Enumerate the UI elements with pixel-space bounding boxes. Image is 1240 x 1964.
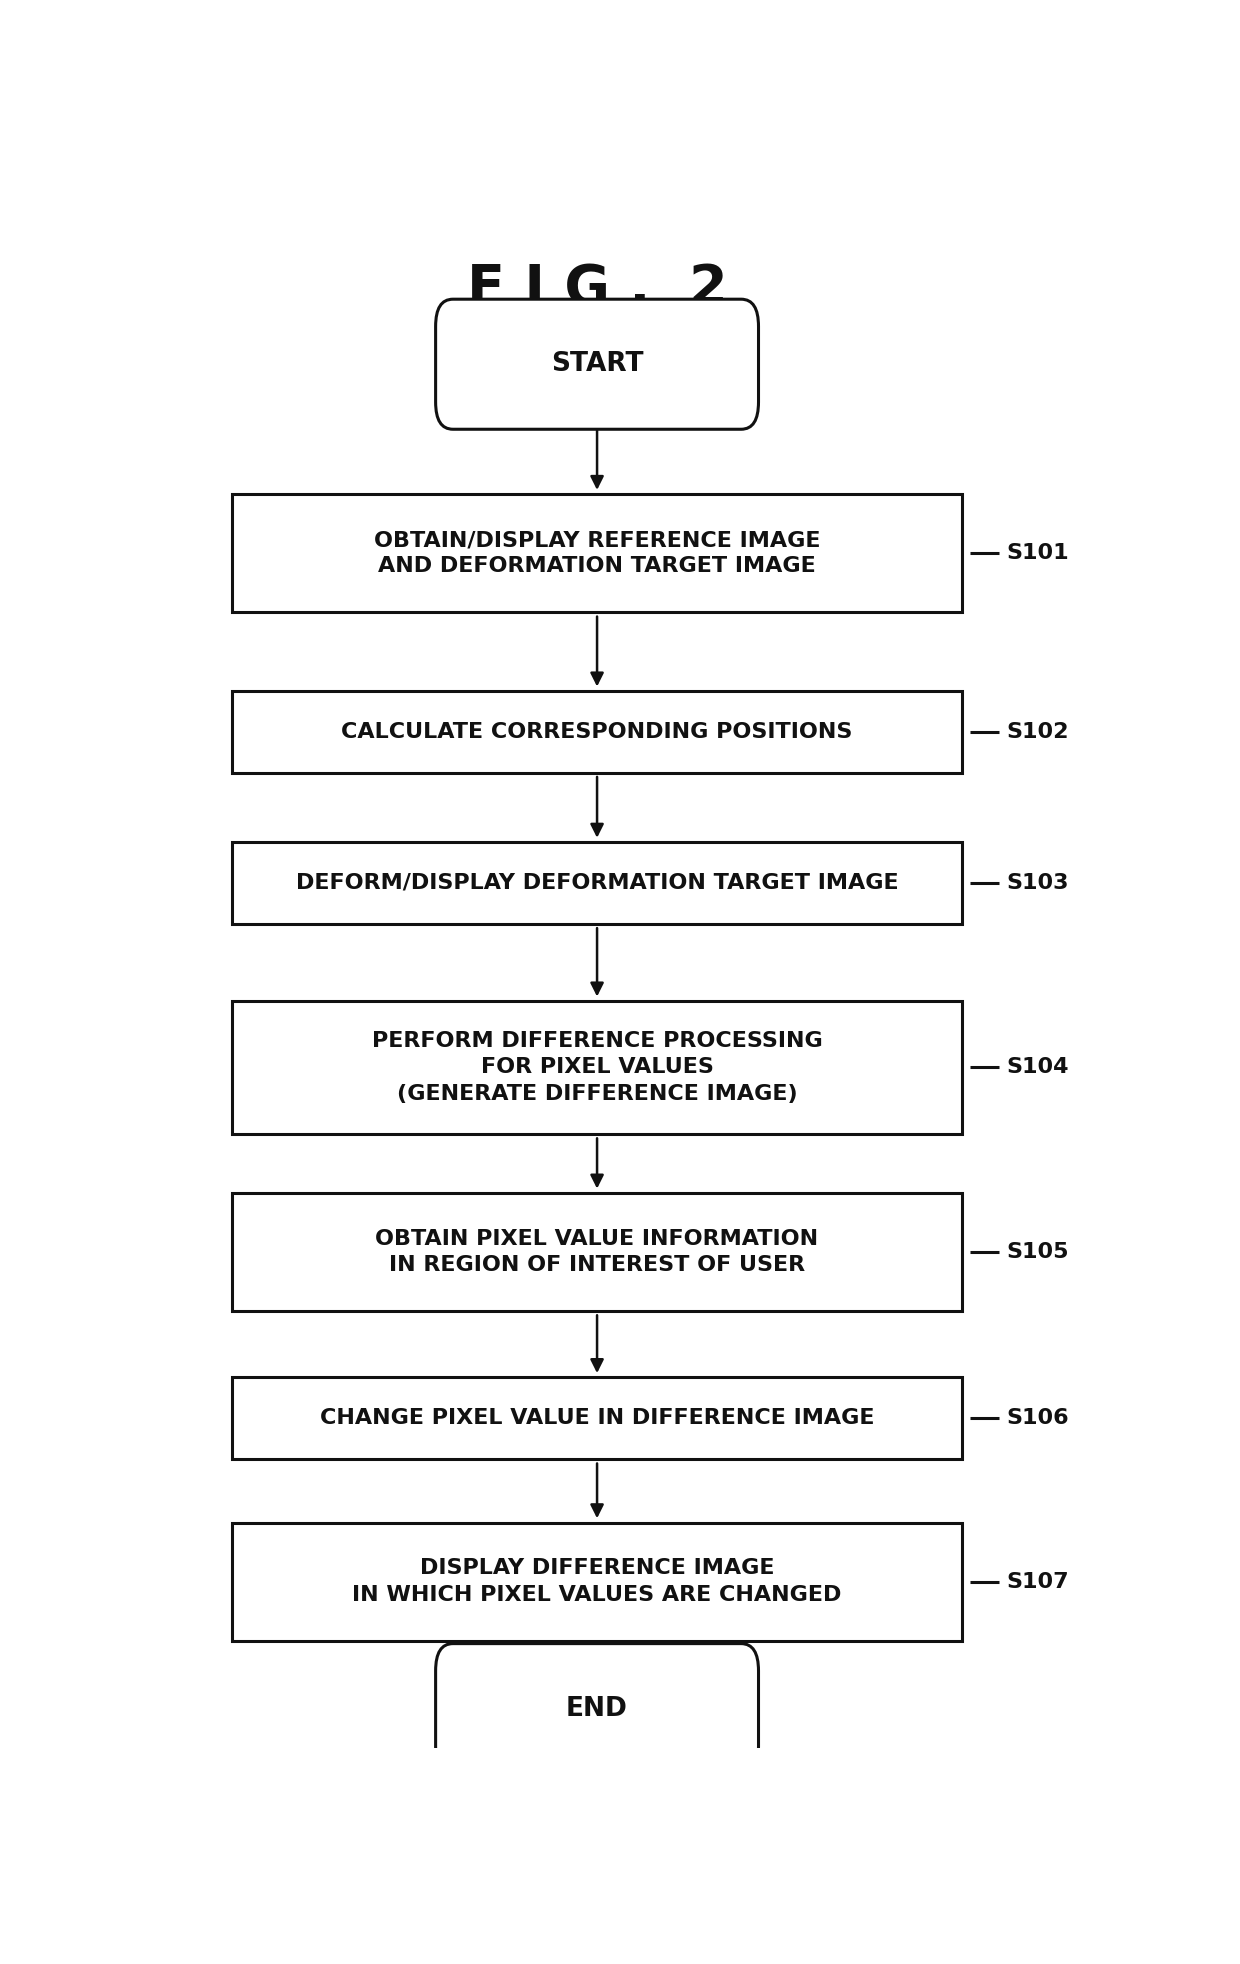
Text: DEFORM/DISPLAY DEFORMATION TARGET IMAGE: DEFORM/DISPLAY DEFORMATION TARGET IMAGE bbox=[296, 872, 898, 894]
Text: CHANGE PIXEL VALUE IN DIFFERENCE IMAGE: CHANGE PIXEL VALUE IN DIFFERENCE IMAGE bbox=[320, 1408, 874, 1428]
Text: S105: S105 bbox=[1007, 1241, 1069, 1263]
FancyBboxPatch shape bbox=[232, 1522, 962, 1640]
Text: PERFORM DIFFERENCE PROCESSING
FOR PIXEL VALUES
(GENERATE DIFFERENCE IMAGE): PERFORM DIFFERENCE PROCESSING FOR PIXEL … bbox=[372, 1031, 822, 1104]
Text: CALCULATE CORRESPONDING POSITIONS: CALCULATE CORRESPONDING POSITIONS bbox=[341, 721, 853, 742]
Text: S103: S103 bbox=[1007, 872, 1069, 894]
FancyBboxPatch shape bbox=[435, 1644, 759, 1773]
Text: S101: S101 bbox=[1007, 544, 1069, 564]
FancyBboxPatch shape bbox=[232, 1377, 962, 1459]
Text: S102: S102 bbox=[1007, 721, 1069, 742]
Text: OBTAIN PIXEL VALUE INFORMATION
IN REGION OF INTEREST OF USER: OBTAIN PIXEL VALUE INFORMATION IN REGION… bbox=[376, 1229, 818, 1275]
FancyBboxPatch shape bbox=[232, 691, 962, 772]
FancyBboxPatch shape bbox=[232, 1192, 962, 1310]
Text: F I G .  2: F I G . 2 bbox=[466, 261, 728, 316]
Text: OBTAIN/DISPLAY REFERENCE IMAGE
AND DEFORMATION TARGET IMAGE: OBTAIN/DISPLAY REFERENCE IMAGE AND DEFOR… bbox=[373, 530, 821, 577]
FancyBboxPatch shape bbox=[232, 495, 962, 613]
Text: S107: S107 bbox=[1007, 1571, 1069, 1591]
Text: START: START bbox=[551, 352, 644, 377]
Text: S106: S106 bbox=[1007, 1408, 1069, 1428]
Text: S104: S104 bbox=[1007, 1057, 1069, 1078]
FancyBboxPatch shape bbox=[435, 299, 759, 430]
FancyBboxPatch shape bbox=[232, 843, 962, 923]
FancyBboxPatch shape bbox=[232, 1002, 962, 1133]
Text: DISPLAY DIFFERENCE IMAGE
IN WHICH PIXEL VALUES ARE CHANGED: DISPLAY DIFFERENCE IMAGE IN WHICH PIXEL … bbox=[352, 1557, 842, 1605]
Text: END: END bbox=[567, 1695, 627, 1722]
